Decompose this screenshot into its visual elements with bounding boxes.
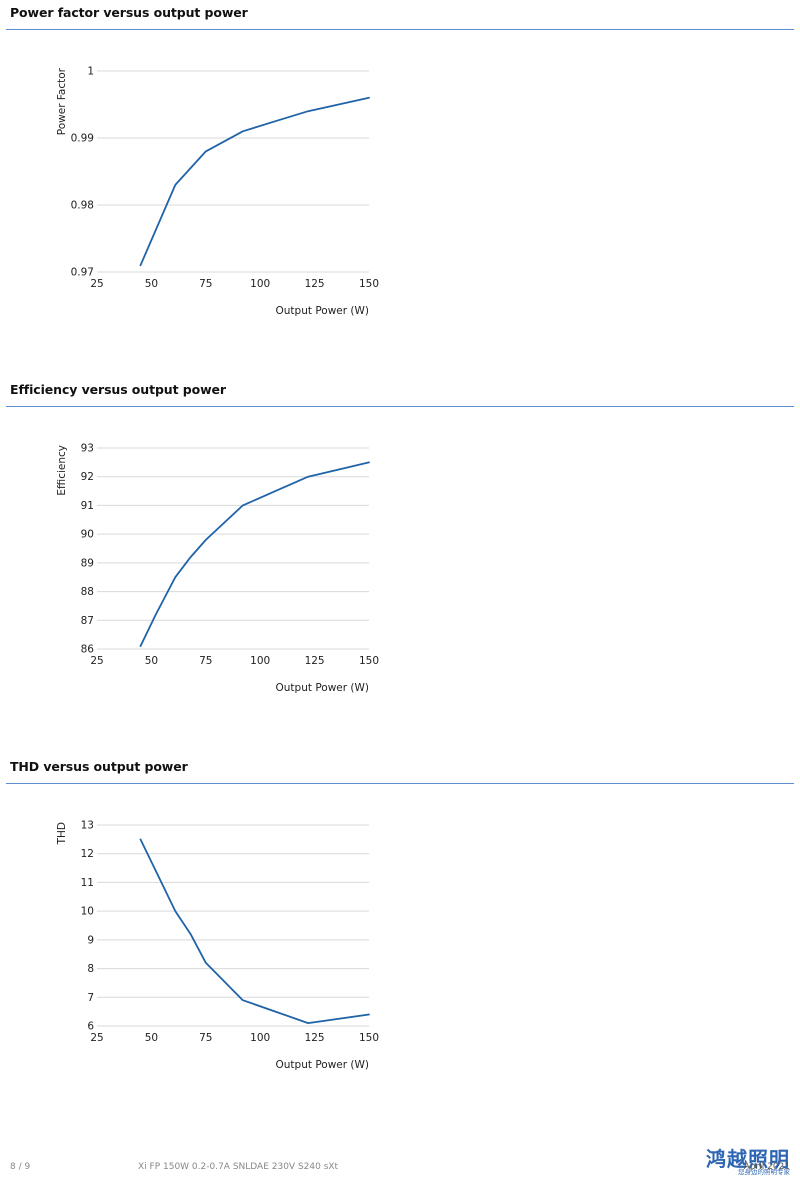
x-tick-label: 125 bbox=[305, 278, 325, 290]
data-point bbox=[155, 613, 157, 615]
data-point bbox=[242, 999, 244, 1001]
x-tick-label: 150 bbox=[359, 655, 379, 667]
section-title-power-factor: Power factor versus output power bbox=[10, 5, 248, 20]
x-tick-label: 150 bbox=[359, 278, 379, 290]
x-tick-label: 150 bbox=[359, 1032, 379, 1044]
y-tick-label: 13 bbox=[81, 820, 94, 832]
y-tick-label: 92 bbox=[81, 471, 94, 483]
section-divider bbox=[6, 783, 794, 784]
x-tick-label: 75 bbox=[199, 1032, 212, 1044]
section-divider bbox=[6, 29, 794, 30]
y-tick-label: 89 bbox=[81, 557, 94, 569]
y-tick-label: 90 bbox=[81, 529, 94, 541]
y-tick-label: 87 bbox=[81, 615, 94, 627]
y-tick-label: 11 bbox=[81, 877, 94, 889]
data-point bbox=[189, 933, 191, 935]
x-tick-label: 25 bbox=[90, 278, 103, 290]
y-tick-label: 8 bbox=[87, 963, 94, 975]
x-axis-label: Output Power (W) bbox=[276, 305, 369, 317]
x-tick-label: 75 bbox=[199, 278, 212, 290]
data-point bbox=[139, 838, 141, 840]
x-tick-label: 125 bbox=[305, 655, 325, 667]
x-tick-label: 125 bbox=[305, 1032, 325, 1044]
data-point bbox=[274, 490, 276, 492]
data-point bbox=[205, 962, 207, 964]
y-axis-label: Power Factor bbox=[56, 67, 68, 135]
data-point bbox=[274, 1010, 276, 1012]
data-point bbox=[242, 504, 244, 506]
logo-text: 鸿越照明 bbox=[706, 1147, 790, 1171]
y-axis-label: THD bbox=[56, 822, 68, 845]
series-line bbox=[139, 838, 370, 1025]
y-tick-label: 10 bbox=[81, 906, 94, 918]
y-tick-label: 1 bbox=[87, 66, 94, 78]
data-point bbox=[174, 910, 176, 912]
data-point bbox=[368, 1013, 370, 1015]
section-divider bbox=[6, 406, 794, 407]
logo-subtext: 您身边的照明专家 bbox=[738, 1168, 790, 1176]
x-tick-label: 100 bbox=[250, 278, 270, 290]
data-point bbox=[205, 539, 207, 541]
data-point bbox=[189, 556, 191, 558]
y-tick-label: 0.99 bbox=[71, 133, 94, 145]
data-point bbox=[139, 645, 141, 647]
data-point bbox=[174, 576, 176, 578]
y-tick-label: 0.98 bbox=[71, 200, 94, 212]
page-number: 8 / 9 bbox=[10, 1162, 31, 1172]
data-point bbox=[174, 184, 176, 186]
data-point bbox=[368, 461, 370, 463]
y-tick-label: 91 bbox=[81, 500, 94, 512]
data-point bbox=[242, 130, 244, 132]
data-point bbox=[205, 150, 207, 152]
x-tick-label: 50 bbox=[145, 655, 158, 667]
y-tick-label: 88 bbox=[81, 586, 94, 598]
data-point bbox=[368, 97, 370, 99]
product-name: Xi FP 150W 0.2-0.7A SNLDAE 230V S240 sXt bbox=[138, 1162, 339, 1172]
series-line bbox=[139, 461, 370, 648]
data-point bbox=[307, 1022, 309, 1024]
x-tick-label: 50 bbox=[145, 278, 158, 290]
data-point bbox=[307, 476, 309, 478]
y-tick-label: 7 bbox=[87, 992, 94, 1004]
x-tick-label: 50 bbox=[145, 1032, 158, 1044]
y-tick-label: 93 bbox=[81, 443, 94, 455]
data-point bbox=[307, 110, 309, 112]
y-tick-label: 6 bbox=[87, 1021, 94, 1033]
y-tick-label: 86 bbox=[81, 644, 95, 656]
x-tick-label: 25 bbox=[90, 655, 103, 667]
brand-logo: 鸿越照明 您身边的照明专家 bbox=[694, 1143, 794, 1176]
y-tick-label: 9 bbox=[87, 934, 94, 946]
x-tick-label: 75 bbox=[199, 655, 212, 667]
document-date: April 2021 bbox=[743, 1162, 790, 1172]
data-point bbox=[139, 264, 141, 266]
section-title-thd: THD versus output power bbox=[10, 759, 188, 774]
y-tick-label: 12 bbox=[81, 848, 94, 860]
efficiency-chart: 86 87 88 89 90 91 92 93 25 50 75 100 125 150 Output Po… bbox=[56, 443, 379, 695]
x-axis-label: Output Power (W) bbox=[276, 682, 369, 694]
x-tick-label: 25 bbox=[90, 1032, 103, 1044]
data-point bbox=[155, 870, 157, 872]
y-tick-label: 0.97 bbox=[71, 267, 94, 279]
section-title-efficiency: Efficiency versus output power bbox=[10, 382, 226, 397]
y-axis-label: Efficiency bbox=[56, 445, 68, 496]
data-point bbox=[274, 120, 276, 122]
x-axis-label: Output Power (W) bbox=[276, 1059, 369, 1071]
x-tick-label: 100 bbox=[250, 655, 270, 667]
series-line bbox=[139, 96, 370, 267]
thd-chart: 6 7 8 9 10 11 12 13 25 50 75 100 125 150 Output Power … bbox=[56, 820, 379, 1072]
x-tick-label: 100 bbox=[250, 1032, 270, 1044]
